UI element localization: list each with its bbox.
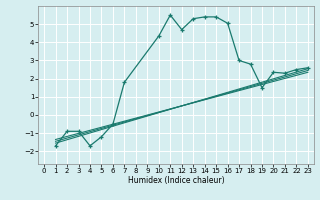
X-axis label: Humidex (Indice chaleur): Humidex (Indice chaleur) xyxy=(128,176,224,185)
